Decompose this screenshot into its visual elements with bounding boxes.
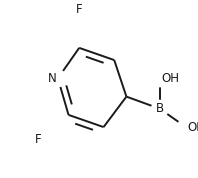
Circle shape [151,70,168,87]
Text: OH: OH [187,121,198,134]
Text: F: F [35,133,41,146]
Text: B: B [156,102,164,115]
Text: F: F [76,3,83,16]
Text: OH: OH [161,72,179,85]
Circle shape [30,131,47,148]
Circle shape [177,119,194,135]
Text: N: N [48,72,56,85]
Circle shape [71,9,88,26]
Circle shape [151,100,168,117]
Circle shape [50,70,66,87]
